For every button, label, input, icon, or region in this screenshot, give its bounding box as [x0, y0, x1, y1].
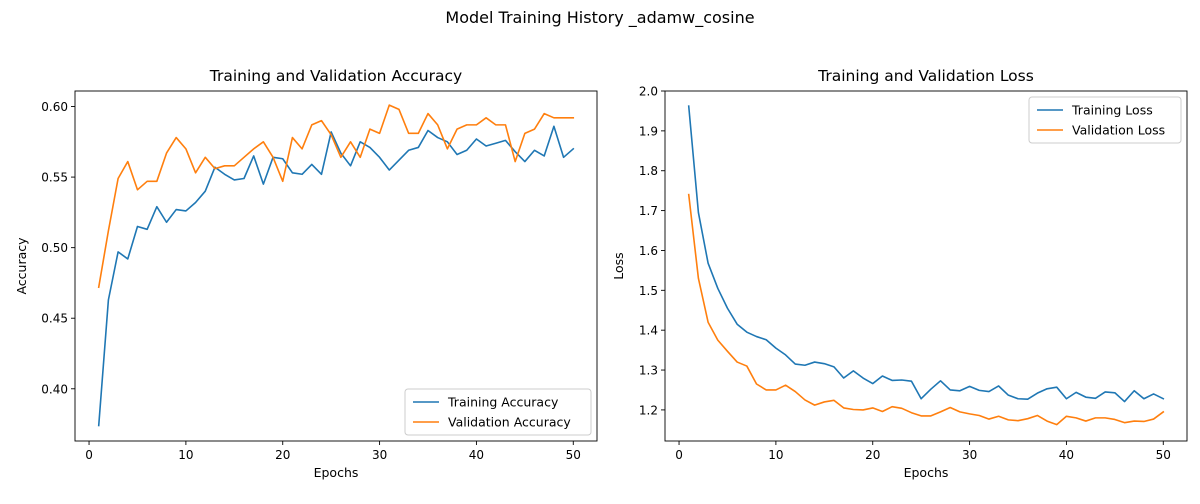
accuracy-chart: Training and Validation Accuracy 0 10 20 30 4…: [14, 67, 598, 480]
legend-label-training-loss: Training Loss: [1071, 103, 1153, 118]
y-tick-label: 0.60: [41, 100, 68, 114]
legend-label-validation-loss: Validation Loss: [1072, 123, 1165, 138]
plot-frame: [74, 90, 598, 442]
y-tick-label: 1.8: [639, 164, 658, 178]
x-tick-label: 10: [768, 448, 783, 462]
chart-title: Training and Validation Loss: [817, 67, 1034, 85]
series-line-validation-accuracy: [97, 104, 575, 289]
loss-chart: Training and Validation Loss 0 10 20 30 40 50 1…: [611, 67, 1188, 480]
x-tick-label: 30: [372, 448, 387, 462]
x-tick-label: 0: [675, 448, 683, 462]
series-line-training-loss: [687, 105, 1165, 403]
x-tick-label: 50: [1156, 448, 1171, 462]
series-line-training-accuracy: [97, 125, 575, 427]
chart-title: Training and Validation Accuracy: [209, 67, 462, 85]
x-tick-label: 10: [178, 448, 193, 462]
legend-label-training-accuracy: Training Accuracy: [447, 395, 559, 410]
y-tick-label: 0.55: [41, 171, 68, 185]
x-tick-label: 20: [865, 448, 880, 462]
legend: Training Loss Validation Loss: [1028, 96, 1182, 144]
series-line-validation-loss: [687, 193, 1165, 426]
legend-box: [404, 388, 592, 436]
x-tick-label: 20: [275, 448, 290, 462]
x-tick-label: 0: [85, 448, 93, 462]
y-tick-label: 1.4: [639, 324, 658, 338]
y-tick-label: 0.40: [41, 382, 68, 396]
x-tick-label: 50: [566, 448, 581, 462]
x-axis-label: Epochs: [904, 465, 949, 480]
legend: Training Accuracy Validation Accuracy: [404, 388, 592, 436]
legend-box: [1028, 96, 1182, 144]
y-tick-label: 0.45: [41, 312, 68, 326]
x-tick-label: 30: [962, 448, 977, 462]
y-tick-label: 1.2: [639, 403, 658, 417]
y-tick-label: 1.9: [639, 124, 658, 138]
y-tick-label: 1.7: [639, 204, 658, 218]
y-tick-label: 0.50: [41, 241, 68, 255]
x-axis-label: Epochs: [314, 465, 359, 480]
plot-frame: [664, 90, 1188, 442]
x-tick-label: 40: [1059, 448, 1074, 462]
x-tick-label: 40: [469, 448, 484, 462]
y-axis-label: Loss: [611, 252, 626, 279]
legend-label-validation-accuracy: Validation Accuracy: [448, 415, 571, 430]
y-tick-label: 2.0: [639, 85, 658, 99]
y-axis-label: Accuracy: [14, 237, 29, 295]
y-tick-label: 1.3: [639, 364, 658, 378]
figure-suptitle: Model Training History _adamw_cosine: [445, 8, 754, 28]
y-tick-label: 1.5: [639, 284, 658, 298]
y-tick-label: 1.6: [639, 244, 658, 258]
